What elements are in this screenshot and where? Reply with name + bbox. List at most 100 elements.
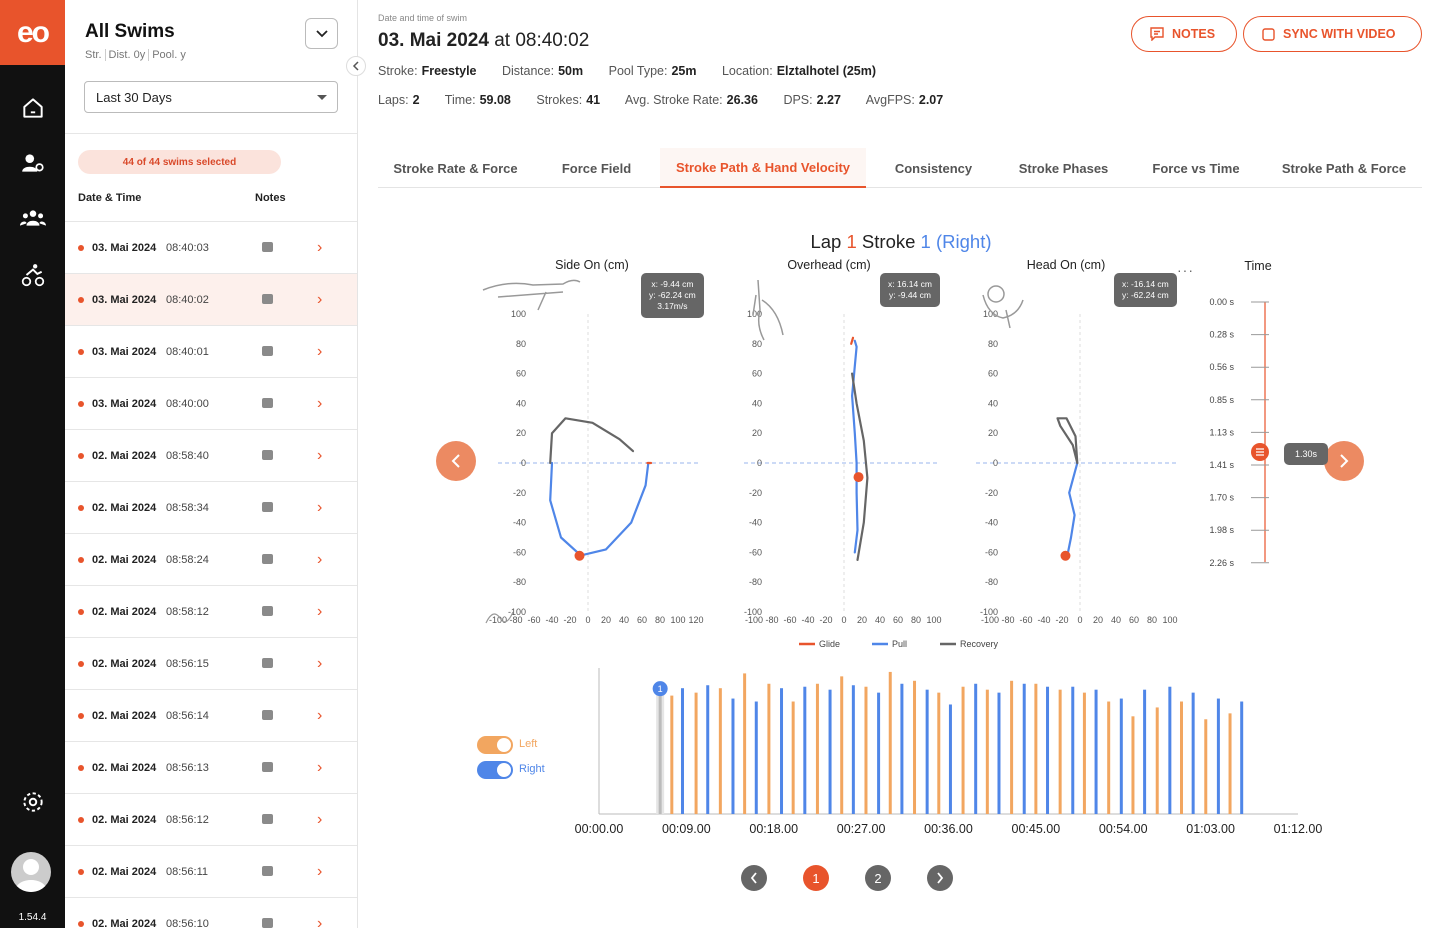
settings-gear-icon[interactable] [20,789,46,815]
chevron-right-icon[interactable]: › [317,707,323,724]
timeline-tick-label: 00:45.00 [1012,822,1061,836]
note-icon [1150,27,1164,41]
add-note-icon[interactable] [262,294,273,304]
add-note-icon[interactable] [262,346,273,356]
panel-title: Side On (cm) [555,258,629,272]
page-1-button[interactable]: 1 [803,865,829,891]
chevron-right-icon[interactable]: › [317,759,323,776]
swim-row[interactable]: 03. Mai 2024 08:40:00 › [65,377,357,429]
x-tick-label: 20 [1093,615,1103,625]
page-prev-button[interactable] [741,865,767,891]
add-note-icon[interactable] [262,450,273,460]
time-scrubber-handle[interactable] [1251,443,1269,461]
swim-row[interactable]: 02. Mai 2024 08:56:14 › [65,689,357,741]
user-settings-icon[interactable] [20,150,46,176]
filter-dropdown-button[interactable] [305,18,338,49]
status-dot [78,609,84,615]
swim-time: 08:56:10 [166,917,209,928]
left-toggle[interactable] [477,736,513,754]
eo-logo[interactable]: eo [0,0,65,65]
swim-date: 02. Mai 2024 [92,865,157,878]
notes-button[interactable]: NOTES [1131,16,1237,52]
y-tick-label: 40 [752,398,762,408]
swim-info-row: Stroke: Freestyle Distance: 50m Pool Type:… [378,64,898,78]
add-note-icon[interactable] [262,866,273,876]
tab-stroke-phases[interactable]: Stroke Phases [1018,160,1109,176]
swim-row[interactable]: 02. Mai 2024 08:58:24 › [65,533,357,585]
panel-title: Head On (cm) [1027,258,1106,272]
add-note-icon[interactable] [262,762,273,772]
triathlon-icon[interactable] [20,262,46,288]
x-tick-label: -100 [981,615,999,625]
side-tooltip: x: -9.44 cm y: -62.24 cm 3.17m/s [641,273,704,318]
chevron-right-icon[interactable]: › [317,291,323,308]
subtitle-stroke: Str. [85,49,106,61]
add-note-icon[interactable] [262,502,273,512]
status-dot [78,297,84,303]
swim-row[interactable]: 02. Mai 2024 08:58:34 › [65,481,357,533]
swim-row[interactable]: 02. Mai 2024 08:56:15 › [65,637,357,689]
selection-count-badge[interactable]: 44 of 44 swims selected [78,150,281,174]
chevron-right-icon[interactable]: › [317,811,323,828]
avatar[interactable] [11,852,51,892]
chevron-right-icon[interactable]: › [317,499,323,516]
add-note-icon[interactable] [262,658,273,668]
add-note-icon[interactable] [262,710,273,720]
page-next-button[interactable] [927,865,953,891]
left-toggle-label: Left [519,738,538,750]
chevron-right-icon[interactable]: › [317,395,323,412]
swim-row[interactable]: 02. Mai 2024 08:56:11 › [65,845,357,897]
tab-stroke-path-hand-velocity[interactable]: Stroke Path & Hand Velocity [660,148,866,188]
swim-row[interactable]: 02. Mai 2024 08:58:12 › [65,585,357,637]
toggle-knob [497,738,511,752]
chevron-right-icon[interactable]: › [317,551,323,568]
status-dot [78,453,84,459]
add-note-icon[interactable] [262,398,273,408]
add-note-icon[interactable] [262,242,273,252]
tab-stroke-rate-force[interactable]: Stroke Rate & Force [393,160,518,176]
chevron-right-icon[interactable]: › [317,655,323,672]
date-range-select[interactable]: Last 30 Days [84,81,338,113]
path-recovery [1056,417,1079,465]
team-icon[interactable] [20,205,46,231]
swim-row[interactable]: 02. Mai 2024 08:56:13 › [65,741,357,793]
right-toggle[interactable] [477,761,513,779]
tab-stroke-path-force[interactable]: Stroke Path & Force [1281,160,1407,176]
sync-video-button[interactable]: SYNC WITH VIDEO [1243,16,1422,52]
status-dot [78,817,84,823]
tab-force-field[interactable]: Force Field [561,160,632,176]
collapse-sidebar-button[interactable] [346,56,366,76]
home-icon[interactable] [20,95,46,121]
add-note-icon[interactable] [262,606,273,616]
y-tick-label: -40 [985,518,998,528]
subtitle-pool: Pool. y [152,49,186,61]
chevron-right-icon[interactable]: › [317,603,323,620]
tab-force-vs-time[interactable]: Force vs Time [1152,160,1240,176]
chevron-right-icon[interactable]: › [317,239,323,256]
swim-row[interactable]: 02. Mai 2024 08:56:10 › [65,897,357,928]
chevron-right-icon[interactable]: › [317,863,323,880]
stat-label: DPS: [783,93,813,107]
stat-distance: Distance: 50m [502,64,583,78]
right-stroke-bar [900,683,904,814]
swim-row[interactable]: 02. Mai 2024 08:56:12 › [65,793,357,845]
more-options-icon[interactable]: ··· [1177,262,1194,278]
chevron-right-icon[interactable]: › [317,447,323,464]
page-2-button[interactable]: 2 [865,865,891,891]
next-stroke-button[interactable] [1324,441,1364,481]
previous-stroke-button[interactable] [436,441,476,481]
y-tick-label: -80 [513,577,526,587]
swim-row[interactable]: 03. Mai 2024 08:40:01 › [65,325,357,377]
add-note-icon[interactable] [262,918,273,928]
add-note-icon[interactable] [262,814,273,824]
chevron-right-icon[interactable]: › [317,343,323,360]
tab-consistency[interactable]: Consistency [894,160,973,176]
swim-row[interactable]: 02. Mai 2024 08:58:40 › [65,429,357,481]
left-stroke-bar [1204,719,1208,814]
column-notes: Notes [255,192,286,204]
swim-row[interactable]: 03. Mai 2024 08:40:02 › [65,273,357,325]
chevron-right-icon[interactable]: › [317,915,323,928]
swim-row[interactable]: 03. Mai 2024 08:40:03 › [65,221,357,273]
left-stroke-bar [1010,680,1014,814]
add-note-icon[interactable] [262,554,273,564]
